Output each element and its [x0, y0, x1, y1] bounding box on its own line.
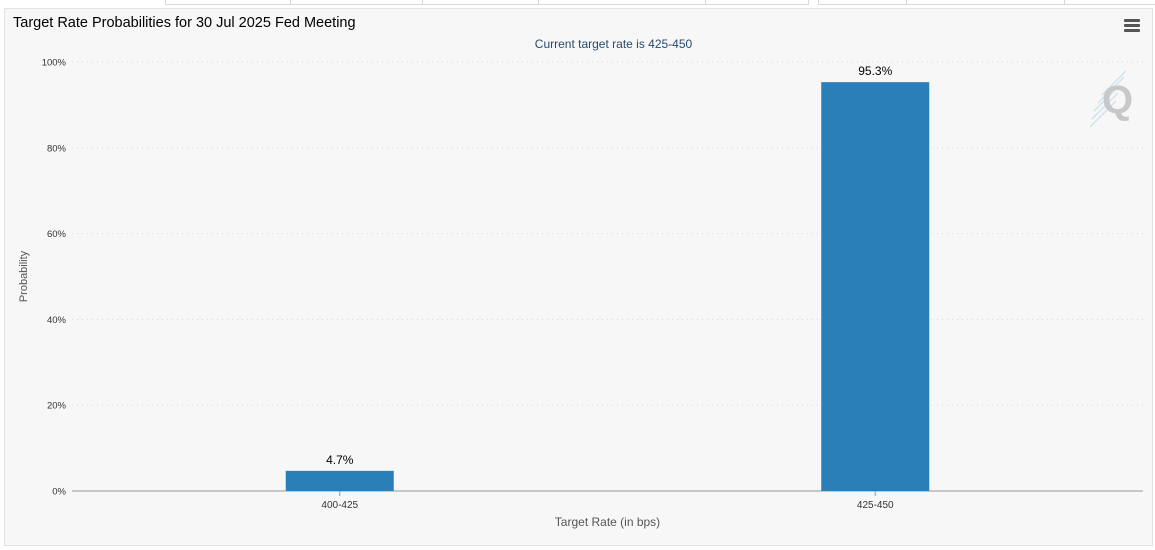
x-tick-label: 400-425 [321, 500, 358, 511]
y-axis-title: Probability [18, 250, 30, 302]
data-label: 95.3% [858, 64, 892, 78]
x-axis-title: Target Rate (in bps) [555, 515, 660, 529]
y-tick-label: 40% [47, 315, 67, 326]
y-tick-label: 60% [47, 229, 67, 240]
y-tick-label: 20% [47, 401, 67, 412]
y-tick-label: 100% [42, 58, 67, 69]
y-tick-label: 80% [47, 143, 67, 154]
chart-title: Target Rate Probabilities for 30 Jul 202… [13, 15, 356, 31]
bar [285, 470, 394, 491]
chart-panel: Target Rate Probabilities for 30 Jul 202… [4, 8, 1153, 546]
chart-subtitle: Current target rate is 425-450 [535, 37, 693, 51]
bar [821, 82, 930, 492]
hamburger-menu-icon[interactable] [1124, 19, 1140, 33]
svg-text:Q: Q [1102, 78, 1133, 122]
x-tick-label: 425-450 [857, 500, 894, 511]
y-tick-label: 0% [52, 487, 66, 498]
top-tab-strip [0, 0, 1155, 8]
data-label: 4.7% [326, 453, 354, 467]
q-logo-watermark-icon: Q [1089, 70, 1133, 128]
